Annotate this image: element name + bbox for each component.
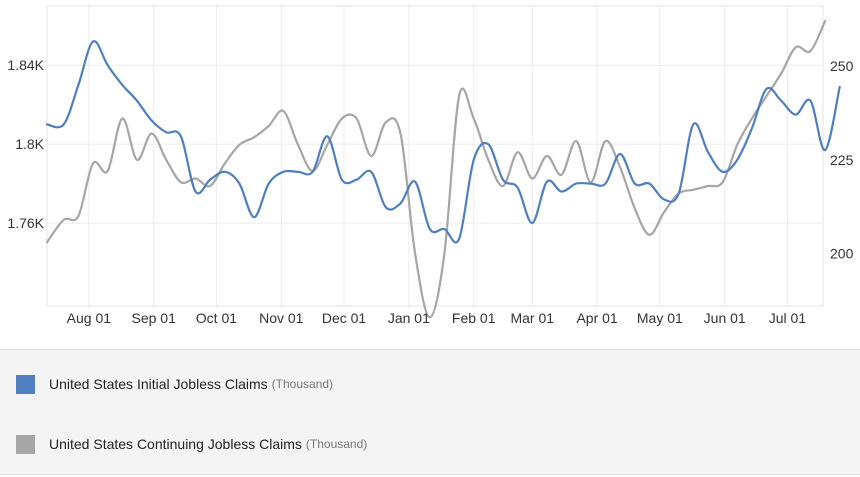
legend-item-initial-claims[interactable]: United States Initial Jobless Claims (Th… (16, 374, 333, 394)
left-y-tick-label: 1.8K (15, 136, 44, 152)
line-chart: Aug 01 Sep 01 Oct 01 Nov 01 Dec 01 Jan 01 Feb … (7, 5, 854, 326)
legend-item-continuing-claims[interactable]: United States Continuing Jobless Claims … (16, 434, 367, 454)
x-tick-label: Jun 01 (704, 310, 746, 326)
series-lines (45, 19, 841, 319)
left-y-tick-label: 1.84K (7, 57, 44, 73)
left-y-tick-label: 1.76K (7, 215, 44, 231)
right-y-axis-ticks: 200 225 250 (830, 58, 854, 262)
x-tick-label: Nov 01 (259, 310, 304, 326)
series-line-continuing-claims (45, 19, 827, 319)
right-y-tick-label: 200 (830, 246, 854, 262)
x-tick-label: Dec 01 (322, 310, 367, 326)
left-y-axis-ticks: 1.76K 1.8K 1.84K (7, 57, 44, 231)
right-y-tick-label: 250 (830, 58, 854, 74)
legend-unit-initial-claims: (Thousand) (271, 377, 334, 391)
x-tick-label: Jul 01 (769, 310, 807, 326)
legend-label-initial-claims: United States Initial Jobless Claims (49, 376, 268, 392)
legend: United States Initial Jobless Claims (Th… (0, 349, 860, 475)
x-tick-label: Aug 01 (67, 310, 112, 326)
x-tick-label: Jan 01 (388, 310, 430, 326)
x-tick-label: Sep 01 (131, 310, 176, 326)
x-tick-label: Feb 01 (452, 310, 496, 326)
legend-unit-continuing-claims: (Thousand) (305, 437, 368, 451)
series-line-initial-claims (45, 40, 841, 244)
right-y-tick-label: 225 (830, 152, 854, 168)
x-tick-label: Oct 01 (196, 310, 237, 326)
x-tick-label: Apr 01 (576, 310, 617, 326)
x-axis-ticks: Aug 01 Sep 01 Oct 01 Nov 01 Dec 01 Jan 01 Feb … (67, 310, 807, 326)
legend-swatch-continuing-claims (16, 434, 35, 454)
x-tick-label: May 01 (637, 310, 683, 326)
legend-label-continuing-claims: United States Continuing Jobless Claims (49, 436, 302, 452)
x-tick-label: Mar 01 (510, 310, 554, 326)
legend-swatch-initial-claims (16, 374, 35, 394)
